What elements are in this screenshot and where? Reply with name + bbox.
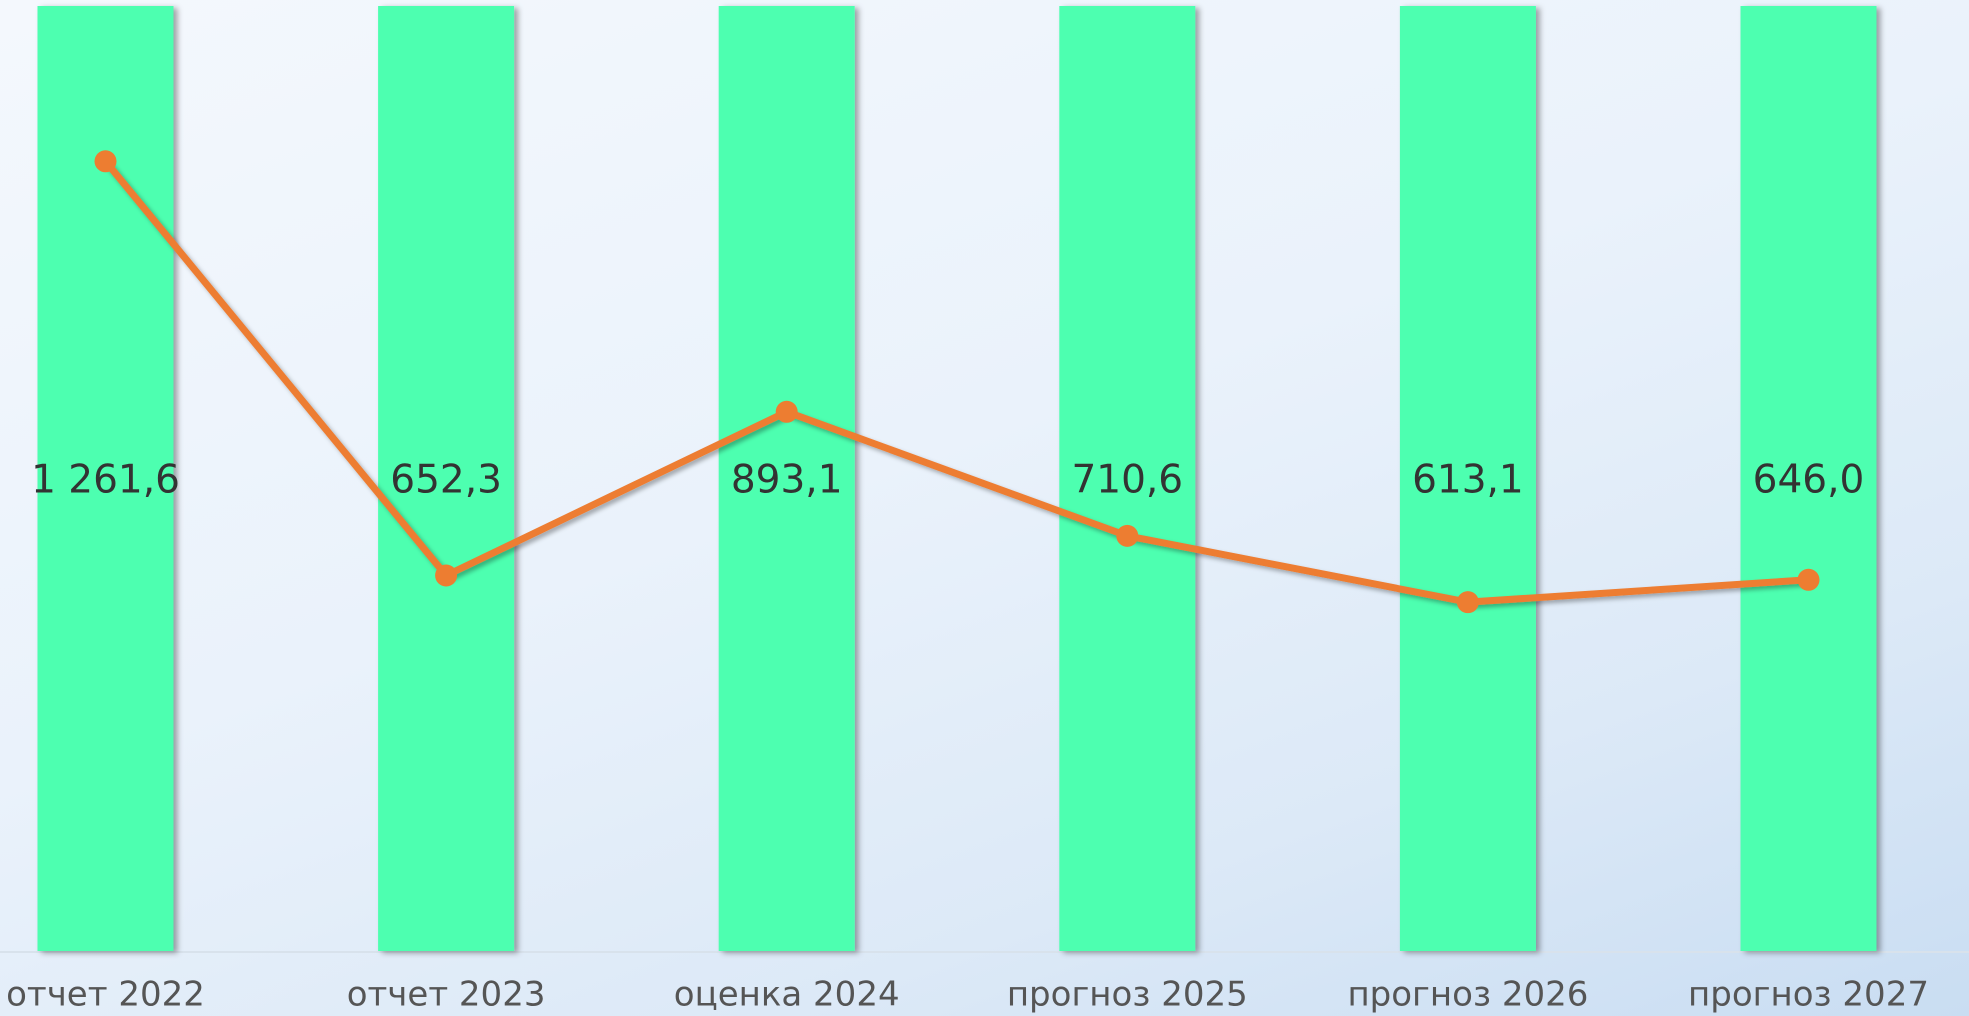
x-tick-label: прогноз 2026 [1347, 975, 1588, 1015]
data-label: 1 261,6 [31, 458, 180, 503]
column [1740, 6, 1877, 951]
x-tick-label: прогноз 2027 [1688, 975, 1929, 1015]
data-label: 646,0 [1753, 458, 1865, 503]
line [102, 159, 1809, 606]
data-label: 613,1 [1412, 458, 1524, 503]
data-label: 652,3 [390, 458, 502, 503]
point [775, 400, 798, 423]
column [378, 6, 515, 951]
column [718, 6, 855, 951]
x-tick-label: прогноз 2025 [1007, 975, 1248, 1015]
x-tick-label: отчет 2022 [6, 975, 205, 1015]
point [435, 564, 458, 587]
x-tick-label: отчет 2023 [347, 975, 546, 1015]
point [1116, 524, 1139, 547]
column [1059, 6, 1196, 951]
data-label: 893,1 [731, 458, 843, 503]
x-tick-label: оценка 2024 [674, 975, 900, 1015]
point [1456, 591, 1479, 614]
data-label: 710,6 [1071, 458, 1183, 503]
point [1797, 568, 1820, 591]
point [94, 150, 117, 173]
column [1399, 6, 1536, 951]
